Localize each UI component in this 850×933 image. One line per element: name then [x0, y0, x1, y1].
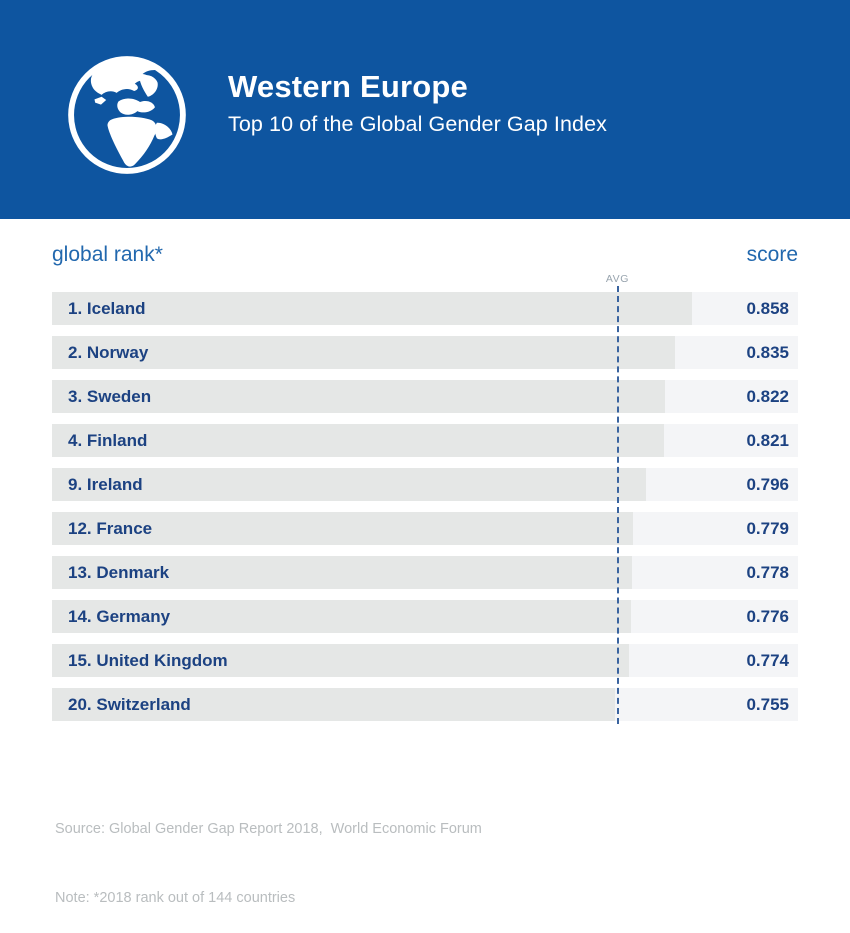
score-value: 0.796: [746, 475, 789, 494]
footer-notes: Source: Global Gender Gap Report 2018, W…: [55, 772, 482, 933]
country-label: 3. Sweden: [68, 387, 152, 406]
score-bar: [52, 600, 631, 633]
score-value: 0.778: [746, 563, 789, 582]
score-value: 0.774: [746, 651, 789, 670]
country-label: 4. Finland: [68, 431, 148, 450]
score-bar: [52, 292, 693, 325]
score-value: 0.858: [746, 299, 789, 318]
score-bar: [52, 468, 646, 501]
score-bar: [52, 424, 665, 457]
score-value: 0.776: [746, 607, 789, 626]
country-label: 1. Iceland: [68, 299, 146, 318]
header-banner: Western Europe Top 10 of the Global Gend…: [0, 0, 850, 219]
score-bar: [52, 336, 675, 369]
score-value: 0.821: [746, 431, 789, 450]
chart-row: 3. Sweden 0.822: [52, 380, 798, 413]
page-title: Western Europe: [228, 68, 468, 104]
chart-row: 2. Norway 0.835: [52, 336, 798, 369]
column-headers: global rank* score: [52, 243, 798, 269]
chart-row: 13. Denmark 0.778: [52, 556, 798, 589]
score-value: 0.779: [746, 519, 789, 538]
score-value: 0.822: [746, 387, 789, 406]
country-label: 14. Germany: [68, 607, 171, 626]
country-label: 12. France: [68, 519, 153, 538]
score-value: 0.835: [746, 343, 789, 362]
rank-note: Note: *2018 rank out of 144 countries: [55, 890, 296, 906]
bar-chart: AVG 1. Iceland 0.858 2. Norway 0.835 3. …: [52, 273, 798, 724]
chart-row: 4. Finland 0.821: [52, 424, 798, 457]
chart-row: 1. Iceland 0.858: [52, 292, 798, 325]
source-note: Source: Global Gender Gap Report 2018, W…: [55, 821, 482, 837]
chart-section: global rank* score AVG 1. Iceland 0.858 …: [52, 243, 798, 724]
avg-line: [617, 286, 620, 724]
country-label: 15. United Kingdom: [68, 651, 228, 670]
globe-icon: [68, 55, 186, 174]
country-label: 13. Denmark: [68, 563, 170, 582]
banner-text: Western Europe Top 10 of the Global Gend…: [228, 69, 607, 137]
country-label: 20. Switzerland: [68, 695, 191, 714]
score-value: 0.755: [746, 695, 789, 714]
country-label: 9. Ireland: [68, 475, 143, 494]
score-bar: [52, 512, 634, 545]
chart-rows: 1. Iceland 0.858 2. Norway 0.835 3. Swed…: [52, 292, 798, 721]
chart-row: 9. Ireland 0.796: [52, 468, 798, 501]
chart-row: 20. Switzerland 0.755: [52, 688, 798, 721]
score-bar: [52, 644, 630, 677]
country-label: 2. Norway: [68, 343, 149, 362]
score-bar: [52, 380, 666, 413]
score-bar: [52, 556, 633, 589]
score-bar: [52, 688, 616, 721]
chart-row: 15. United Kingdom 0.774: [52, 644, 798, 677]
page-subtitle: Top 10 of the Global Gender Gap Index: [228, 111, 608, 136]
chart-row: 12. France 0.779: [52, 512, 798, 545]
chart-row: 14. Germany 0.776: [52, 600, 798, 633]
score-column-header: score: [746, 243, 798, 266]
avg-label: AVG: [605, 273, 630, 285]
rank-column-header: global rank*: [52, 243, 163, 266]
